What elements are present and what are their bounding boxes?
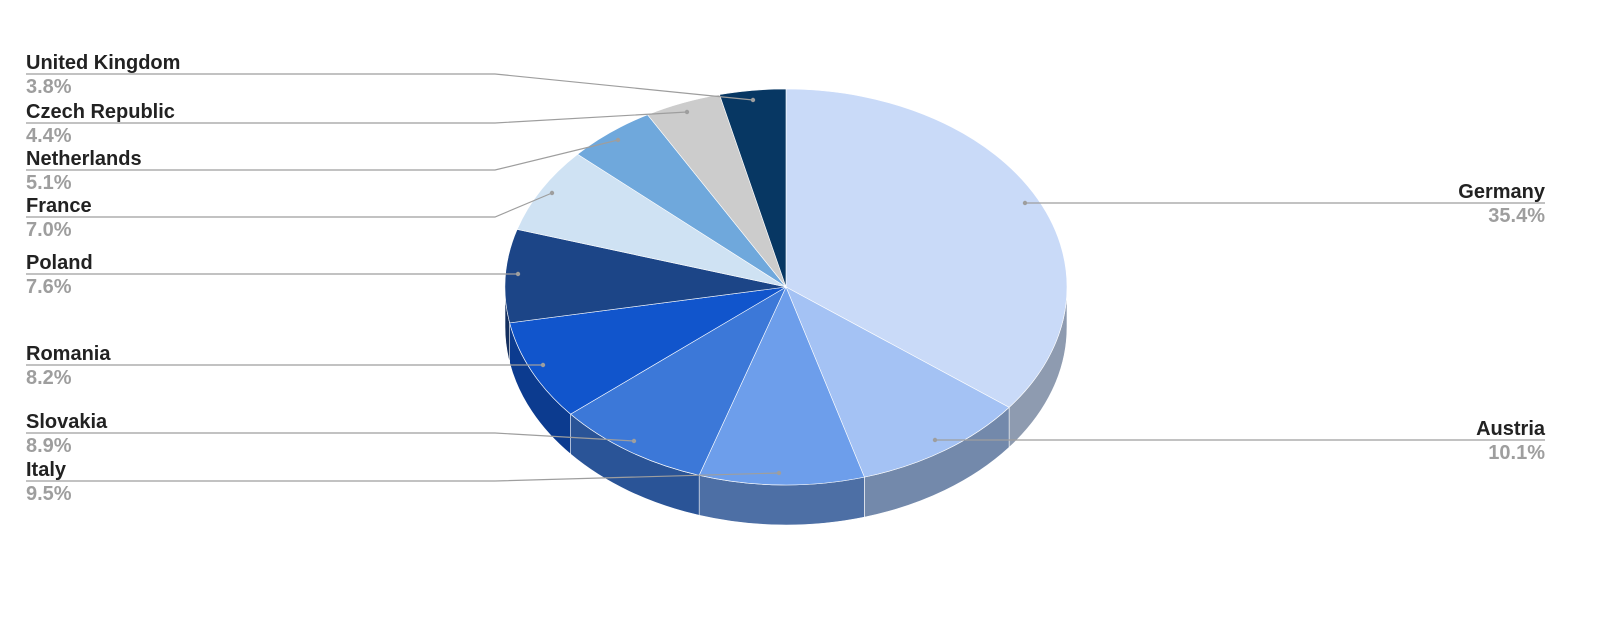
label-name-romania: Romania — [26, 343, 111, 365]
leader-line-united-kingdom — [26, 73, 754, 101]
pie-slice-slovakia[interactable] — [570, 286, 787, 476]
label-value-france: 7.0% — [26, 219, 72, 241]
leader-dot-romania — [540, 362, 546, 368]
label-value-germany: 35.4% — [1488, 205, 1545, 227]
leader-line-czech-republic — [26, 111, 688, 124]
leader-dot-czech-republic — [684, 109, 690, 115]
label-name-united-kingdom: United Kingdom — [26, 52, 180, 74]
pie-slice-france[interactable] — [516, 153, 787, 288]
leader-dot-poland — [515, 271, 521, 277]
pie-slice-austria[interactable] — [785, 286, 1010, 478]
label-name-france: France — [26, 195, 92, 217]
label-name-poland: Poland — [26, 252, 93, 274]
leader-dot-italy — [776, 470, 782, 476]
leader-line-netherlands — [26, 139, 619, 171]
label-name-netherlands: Netherlands — [26, 148, 142, 170]
label-value-romania: 8.2% — [26, 367, 72, 389]
leader-dot-germany — [1022, 200, 1028, 206]
label-name-slovakia: Slovakia — [26, 411, 108, 433]
label-value-slovakia: 8.9% — [26, 435, 72, 457]
label-value-austria: 10.1% — [1488, 442, 1545, 464]
label-value-poland: 7.6% — [26, 276, 72, 298]
pie-slice-poland[interactable] — [504, 229, 787, 324]
leader-dot-netherlands — [615, 137, 621, 143]
label-value-italy: 9.5% — [26, 483, 72, 505]
label-value-united-kingdom: 3.8% — [26, 76, 72, 98]
label-value-czech-republic: 4.4% — [26, 125, 72, 147]
pie-tops — [504, 88, 1068, 486]
label-name-italy: Italy — [26, 459, 67, 481]
pie-slice-united-kingdom[interactable] — [719, 88, 787, 288]
label-name-austria: Austria — [1476, 418, 1546, 440]
pie-slice-germany[interactable] — [785, 88, 1068, 408]
leader-dot-slovakia — [631, 438, 637, 444]
label-name-germany: Germany — [1458, 181, 1546, 203]
leader-dot-france — [549, 190, 555, 196]
label-value-netherlands: 5.1% — [26, 172, 72, 194]
pie-slice-italy[interactable] — [698, 286, 865, 486]
pie-slice-romania[interactable] — [509, 286, 787, 415]
leader-dot-united-kingdom — [750, 97, 756, 103]
leader-line-slovakia — [26, 432, 635, 442]
leader-line-france — [26, 192, 553, 218]
leader-dot-austria — [932, 437, 938, 443]
label-name-czech-republic: Czech Republic — [26, 101, 175, 123]
leader-line-italy — [26, 472, 780, 482]
